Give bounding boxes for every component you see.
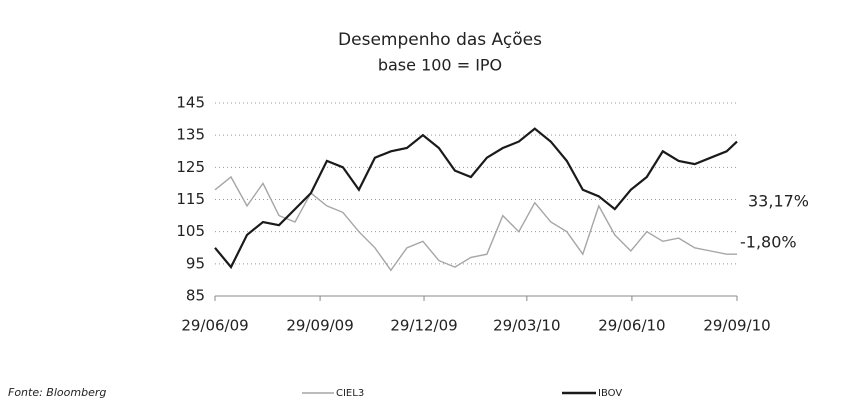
chart-title: Desempenho das Ações [338, 30, 542, 50]
y-tick-label: 105 [176, 222, 205, 240]
x-tick-label: 29/06/10 [598, 317, 665, 335]
chart-subtitle: base 100 = IPO [378, 56, 502, 75]
y-tick-label: 135 [176, 126, 205, 144]
annotation: -1,80% [740, 233, 797, 252]
y-tick-label: 95 [186, 254, 205, 272]
x-tick-label: 29/09/09 [286, 317, 353, 335]
x-tick-label: 29/12/09 [390, 317, 457, 335]
x-tick-label: 29/09/10 [703, 317, 770, 335]
x-tick-label: 29/06/09 [181, 317, 248, 335]
y-tick-label: 85 [186, 287, 205, 305]
series-line [214, 127, 738, 270]
x-tick-label: 29/03/10 [493, 317, 560, 335]
y-tick-label: 115 [176, 190, 205, 208]
source: Fonte: Bloomberg [8, 386, 106, 399]
annotation: 33,17% [748, 192, 809, 211]
y-tick-label: 125 [176, 158, 205, 176]
series-line [214, 175, 737, 272]
legend-label: IBOV [598, 388, 622, 399]
y-tick-label: 145 [176, 94, 205, 112]
legend-label: CIEL3 [336, 388, 364, 399]
